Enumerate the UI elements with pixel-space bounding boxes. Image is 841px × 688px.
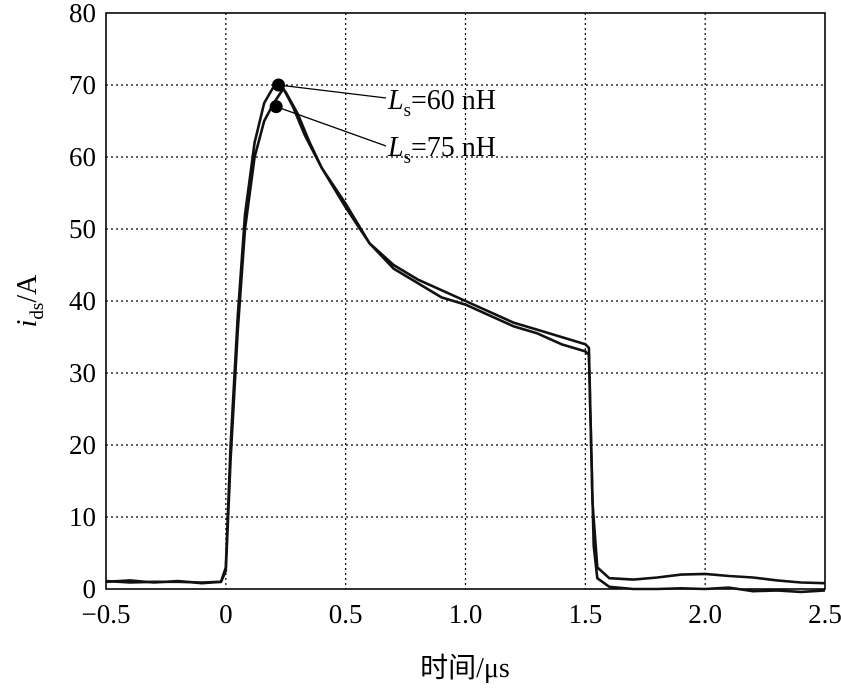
y-axis-title: ids/A	[12, 274, 48, 327]
x-tick-label: 1.0	[449, 599, 483, 629]
y-tick-labels: 0 10 20 30 40 50 60 70 80	[69, 0, 96, 604]
x-axis-title: 时间/μs	[420, 652, 510, 684]
leader-line-60nh	[278, 84, 387, 99]
y-tick-label: 50	[69, 214, 96, 244]
y-tick-label: 0	[83, 574, 97, 604]
x-tick-label: 2.0	[688, 599, 722, 629]
y-tick-label: 10	[69, 502, 96, 532]
annotations: Ls=60 nH Ls=75 nH	[275, 84, 496, 168]
x-tick-label: 0.5	[329, 599, 363, 629]
series-lines	[105, 83, 826, 594]
annotation-ls-75nh: Ls=75 nH	[387, 132, 496, 168]
y-tick-label: 20	[69, 430, 96, 460]
annotation-ls-60nh: Ls=60 nH	[387, 85, 496, 121]
y-tick-label: 80	[69, 0, 96, 28]
leader-line-75nh	[275, 105, 387, 147]
x-tick-label: 1.5	[568, 599, 602, 629]
x-tick-label: −0.5	[82, 599, 131, 629]
y-tick-label: 30	[69, 358, 96, 388]
x-tick-labels: −0.5 0 0.5 1.0 1.5 2.0 2.5	[82, 599, 841, 629]
plot-frame	[105, 12, 826, 590]
series-line-ls-75nh	[105, 87, 826, 594]
y-tick-label: 40	[69, 286, 96, 316]
y-tick-label: 60	[69, 142, 96, 172]
x-tick-label: 0	[219, 599, 233, 629]
y-tick-label: 70	[69, 70, 96, 100]
x-tick-label: 2.5	[808, 599, 841, 629]
grid	[106, 13, 825, 589]
